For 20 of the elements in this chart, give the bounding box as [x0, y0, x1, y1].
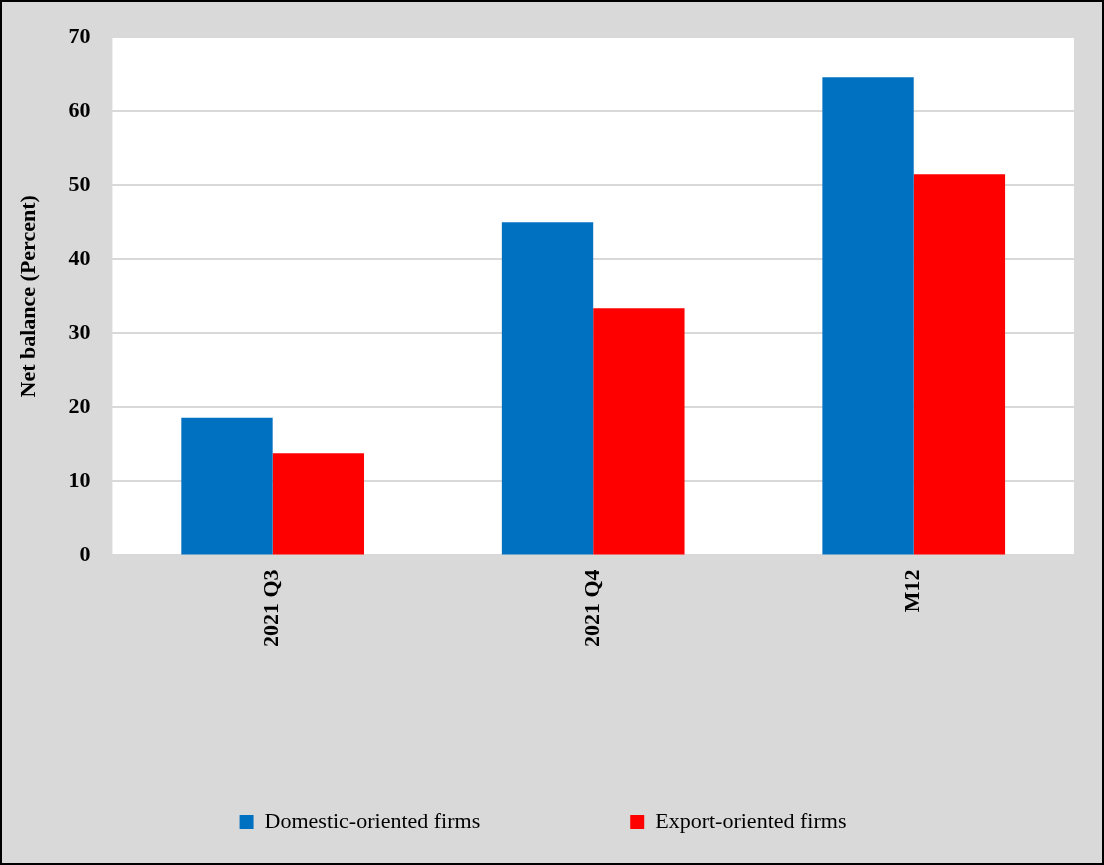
y-tick-label: 0 [79, 541, 91, 567]
legend-label: Export-oriented firms [655, 807, 847, 833]
y-tick-label: 50 [68, 170, 91, 196]
y-tick-label: 20 [68, 393, 91, 419]
y-tick-label: 30 [68, 318, 91, 344]
x-tick-label: 2021 Q4 [578, 569, 604, 648]
bar [181, 417, 273, 555]
bar [501, 222, 594, 555]
x-tick-label: 2021 Q3 [258, 569, 284, 648]
x-tick-label: M12 [899, 569, 925, 613]
bar [913, 174, 1006, 555]
bar [822, 77, 914, 555]
y-tick-label: 70 [68, 22, 91, 48]
y-tick-label: 40 [68, 244, 91, 270]
y-tick-label: 60 [68, 96, 91, 122]
bar [272, 453, 365, 555]
y-axis-title: Net balance (Percent) [14, 195, 40, 398]
bar [593, 308, 685, 555]
y-tick-label: 10 [68, 467, 91, 493]
legend-label: Domestic-oriented firms [264, 807, 481, 833]
